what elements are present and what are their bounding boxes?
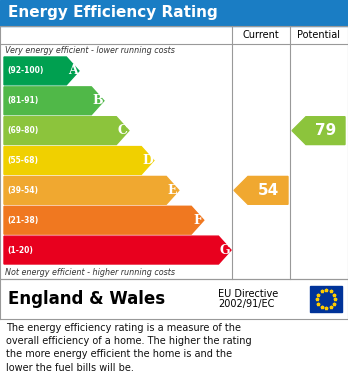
Text: Current: Current [243,30,279,40]
Polygon shape [4,117,129,145]
Text: Very energy efficient - lower running costs: Very energy efficient - lower running co… [5,46,175,55]
Polygon shape [4,236,231,264]
Text: (55-68): (55-68) [7,156,38,165]
Text: D: D [142,154,153,167]
Text: Not energy efficient - higher running costs: Not energy efficient - higher running co… [5,268,175,277]
Text: Potential: Potential [298,30,340,40]
Text: EU Directive: EU Directive [218,289,278,299]
Text: (1-20): (1-20) [7,246,33,255]
Text: E: E [168,184,177,197]
Polygon shape [292,117,345,145]
Polygon shape [4,147,154,174]
Text: (69-80): (69-80) [7,126,38,135]
Bar [0,26,348,279]
Text: Energy Efficiency Rating: Energy Efficiency Rating [8,5,218,20]
Text: F: F [193,214,202,227]
Text: England & Wales: England & Wales [8,290,165,308]
Text: A: A [68,65,78,77]
Text: (39-54): (39-54) [7,186,38,195]
Text: (92-100): (92-100) [7,66,44,75]
Polygon shape [4,176,179,204]
Text: (21-38): (21-38) [7,216,38,225]
Text: B: B [92,94,103,107]
Bar [310,286,342,312]
Text: The energy efficiency rating is a measure of the
overall efficiency of a home. T: The energy efficiency rating is a measur… [6,323,252,373]
Text: 54: 54 [257,183,279,198]
Polygon shape [4,87,104,115]
Text: C: C [118,124,128,137]
Bar [0,319,348,391]
Polygon shape [234,176,288,204]
Text: (81-91): (81-91) [7,96,38,105]
Bar [0,0,348,26]
Text: 79: 79 [315,123,336,138]
Polygon shape [4,57,79,85]
Text: 2002/91/EC: 2002/91/EC [218,299,274,309]
Polygon shape [4,206,204,234]
Text: G: G [220,244,230,256]
Bar [0,279,348,319]
